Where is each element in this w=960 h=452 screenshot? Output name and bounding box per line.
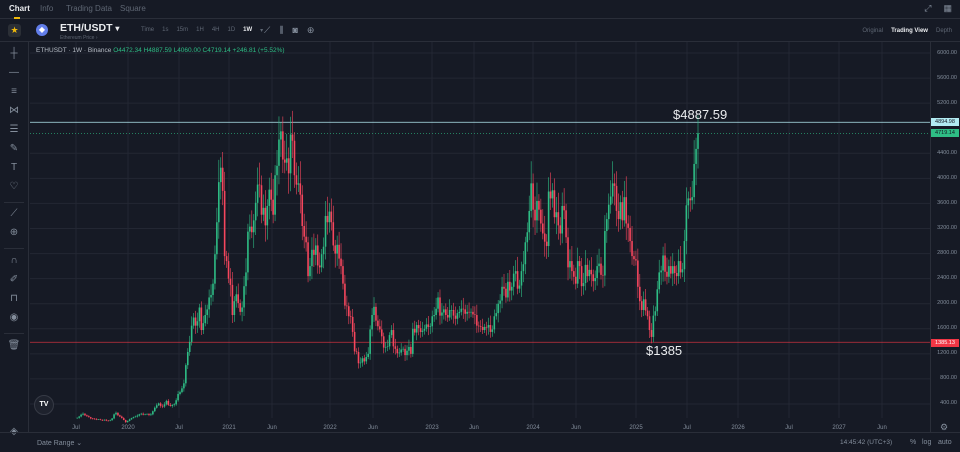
- time-label: 2023: [425, 425, 439, 431]
- price-badge-last: 4719.14: [931, 129, 959, 137]
- price-label: 2800.00: [937, 250, 957, 256]
- lock-drawing-icon[interactable]: ✐: [9, 274, 19, 285]
- pattern-icon[interactable]: ⋈: [9, 105, 19, 116]
- time-label: Jun: [469, 425, 479, 431]
- time-label: Jun: [368, 425, 378, 431]
- interval-1h[interactable]: 1H: [196, 27, 204, 33]
- interval-15m[interactable]: 15m: [176, 27, 189, 33]
- active-tab-indicator: [14, 17, 20, 19]
- interval-4h[interactable]: 4H: [211, 27, 220, 33]
- price-label: 3600.00: [937, 200, 957, 206]
- price-label: 1600.00: [937, 325, 957, 331]
- time-label: 2026: [731, 425, 745, 431]
- price-label: 3200.00: [937, 225, 957, 231]
- price-label: 400.00: [940, 400, 957, 406]
- brush-icon[interactable]: ✎: [9, 143, 19, 154]
- auto-toggle[interactable]: auto: [938, 439, 952, 446]
- price-label: 5200.00: [937, 100, 957, 106]
- chevron-down-icon: ▾: [115, 24, 120, 33]
- crosshair-icon[interactable]: ┼: [10, 48, 18, 59]
- expand-icon[interactable]: ⤢: [924, 3, 932, 13]
- pair-selector[interactable]: ETH/USDT ▾: [60, 22, 119, 34]
- view-original[interactable]: Original: [862, 28, 884, 34]
- chart-type-icon[interactable]: ⫼: [279, 25, 284, 35]
- interval-1w[interactable]: 1W: [243, 27, 253, 33]
- heart-icon[interactable]: ♡: [9, 181, 19, 192]
- price-label: 800.00: [940, 375, 957, 381]
- price-label: 1200.00: [937, 350, 957, 356]
- ethereum-logo-icon: ◆: [36, 24, 48, 36]
- time-label: 2024: [526, 425, 540, 431]
- divider: [4, 333, 24, 334]
- interval-1d[interactable]: 1D: [227, 27, 236, 33]
- time-label: Jul: [785, 425, 793, 431]
- price-label: 2400.00: [937, 275, 957, 281]
- chart-toolbar: ★ ◆ ETH/USDT ▾ Ethereum Price › Time 1s …: [0, 19, 960, 42]
- interval-more-icon[interactable]: ▾: [260, 28, 264, 34]
- price-label: 6000.00: [937, 50, 957, 56]
- top-nav: Chart Info Trading Data Square ⤢ ▦: [0, 0, 960, 19]
- view-trading-view[interactable]: Trading View: [891, 28, 928, 34]
- tab-chart[interactable]: Chart: [9, 4, 30, 13]
- bottom-bar: Date Range ⌄ 14:45:42 (UTC+3) % log auto: [0, 432, 960, 452]
- camera-icon[interactable]: ◙: [292, 25, 298, 35]
- price-axis[interactable]: 6000.00 5600.00 5200.00 4400.00 4000.00 …: [930, 42, 960, 432]
- pair-subtitle-link[interactable]: Ethereum Price ›: [60, 35, 98, 41]
- price-badge-low-line: 1385.13: [931, 339, 959, 347]
- price-badge-high-line: 4894.98: [931, 118, 959, 126]
- tab-trading-data[interactable]: Trading Data: [66, 4, 112, 13]
- time-label: Jun: [267, 425, 277, 431]
- trash-icon[interactable]: 🗑: [7, 340, 21, 351]
- interval-time[interactable]: Time: [141, 27, 155, 33]
- star-icon[interactable]: ★: [8, 24, 21, 37]
- price-label: 4000.00: [937, 175, 957, 181]
- time-label: 2022: [323, 425, 337, 431]
- add-icon[interactable]: ⊕: [306, 25, 315, 35]
- price-label: 4400.00: [937, 150, 957, 156]
- clock: 14:45:42 (UTC+3): [840, 439, 893, 446]
- log-toggle[interactable]: log: [922, 439, 932, 446]
- annotation-high: $4887.59: [673, 107, 728, 122]
- time-label: 2020: [121, 425, 135, 431]
- zoom-in-icon[interactable]: ⊕: [9, 227, 19, 238]
- interval-selector: Time 1s 15m 1H 4H 1D 1W ▾: [141, 27, 263, 34]
- time-label: 2025: [629, 425, 643, 431]
- time-label: Jun: [571, 425, 581, 431]
- interval-1s[interactable]: 1s: [162, 27, 169, 33]
- axis-settings-icon[interactable]: ⚙: [940, 422, 949, 432]
- time-label: Jul: [683, 425, 691, 431]
- indicators-icon[interactable]: ⟋: [264, 25, 271, 35]
- time-label: Jun: [877, 425, 887, 431]
- view-depth[interactable]: Depth: [935, 28, 952, 34]
- pair-label: ETH/USDT: [60, 22, 113, 34]
- price-label: 2000.00: [937, 300, 957, 306]
- tab-info[interactable]: Info: [40, 4, 54, 13]
- time-label: 2027: [832, 425, 846, 431]
- view-switcher: Original Trading View Depth: [862, 28, 952, 34]
- layers-icon[interactable]: ◈: [10, 426, 18, 437]
- parallel-channel-icon[interactable]: ≡: [11, 86, 17, 97]
- visibility-icon[interactable]: ◉: [9, 312, 19, 323]
- annotation-low: $1385: [646, 343, 683, 358]
- date-range-button[interactable]: Date Range ⌄: [37, 440, 83, 447]
- time-label: Jul: [72, 425, 80, 431]
- magnet-icon[interactable]: ∩: [10, 255, 18, 266]
- text-icon[interactable]: T: [10, 162, 18, 173]
- drawing-toolbar: ┼ — ≡ ⋈ ☰ ✎ T ♡ ⟋ ⊕ ∩ ✐ ⊓ ◉ 🗑 ◈: [0, 42, 29, 437]
- divider: [4, 202, 24, 203]
- time-label: Jul: [175, 425, 183, 431]
- time-label: 2021: [222, 425, 236, 431]
- divider: [4, 248, 24, 249]
- price-label: 5600.00: [937, 75, 957, 81]
- ruler-icon[interactable]: ⟋: [10, 208, 18, 219]
- horizontal-line-icon[interactable]: —: [9, 67, 19, 78]
- grid-icon[interactable]: ▦: [943, 3, 952, 13]
- tradingview-logo[interactable]: TV: [34, 395, 54, 415]
- lock-icon[interactable]: ⊓: [10, 293, 18, 304]
- percent-toggle[interactable]: %: [910, 439, 917, 446]
- tab-square[interactable]: Square: [120, 4, 146, 13]
- fib-icon[interactable]: ☰: [9, 124, 19, 135]
